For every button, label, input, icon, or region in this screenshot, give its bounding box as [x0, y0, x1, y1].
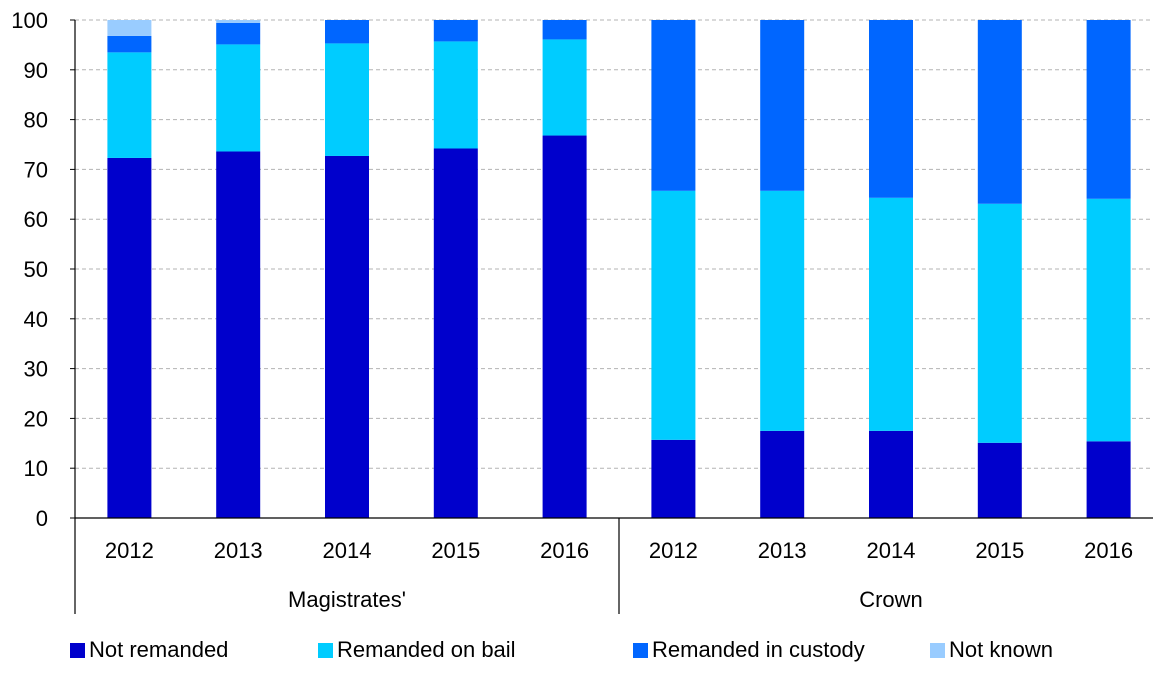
bar-segment-remanded-in-custody: [869, 20, 913, 198]
bar-segment-remanded-on-bail: [107, 52, 152, 158]
x-tick-label: 2013: [758, 538, 807, 563]
bar-segment-not-remanded: [760, 430, 805, 518]
labels: 0 10 20 30 40 50 60 70 80 90 100 2012 2013 2014 2015 20…: [11, 8, 1133, 612]
axes: [70, 19, 1153, 614]
legend-label: Remanded in custody: [652, 637, 865, 662]
x-tick-label: 2014: [323, 538, 372, 563]
y-tick-label: 90: [24, 58, 48, 83]
x-tick-label: 2012: [105, 538, 154, 563]
group-label: Crown: [859, 587, 923, 612]
bar-segment-not-remanded: [869, 430, 913, 518]
legend-swatch: [70, 643, 85, 658]
y-tick-label: 50: [24, 257, 48, 282]
bar-segment-not-remanded: [216, 151, 261, 519]
group-label: Magistrates': [288, 587, 406, 612]
y-tick-label: 100: [11, 8, 48, 33]
x-tick-label: 2016: [1084, 538, 1133, 563]
bar-segment-not-remanded: [542, 135, 587, 518]
y-tick-label: 30: [24, 357, 48, 382]
bar-segment-remanded-in-custody: [325, 20, 369, 44]
bar-segment-not-known: [216, 20, 261, 23]
legend-label: Not remanded: [89, 637, 228, 662]
gridlines: [75, 19, 1153, 469]
bar-segment-not-remanded: [325, 155, 369, 519]
y-tick-label: 0: [36, 506, 48, 531]
y-tick-label: 40: [24, 307, 48, 332]
x-tick-label: 2016: [540, 538, 589, 563]
bar-segment-not-remanded: [1086, 441, 1131, 518]
bar-segment-remanded-on-bail: [433, 41, 478, 149]
bar-segment-remanded-on-bail: [325, 43, 369, 156]
x-tick-label: 2012: [649, 538, 698, 563]
x-tick-label: 2013: [214, 538, 263, 563]
legend-swatch: [930, 643, 945, 658]
bar-segment-remanded-in-custody: [977, 20, 1022, 204]
bar-segment-remanded-in-custody: [542, 20, 587, 40]
bar-segment-remanded-in-custody: [651, 20, 696, 191]
y-tick-label: 70: [24, 157, 48, 182]
bar-segment-remanded-on-bail: [651, 190, 696, 440]
bar-segment-remanded-on-bail: [542, 39, 587, 136]
legend-label: Not known: [949, 637, 1053, 662]
bar-segment-not-remanded: [977, 442, 1022, 518]
x-tick-label: 2014: [867, 538, 916, 563]
bar-segment-remanded-on-bail: [1086, 198, 1131, 442]
y-tick-label: 10: [24, 456, 48, 481]
bar-segment-remanded-in-custody: [107, 35, 152, 53]
bar-segment-remanded-in-custody: [216, 22, 261, 45]
legend-label: Remanded on bail: [337, 637, 516, 662]
x-tick-label: 2015: [431, 538, 480, 563]
bar-segment-remanded-in-custody: [760, 20, 805, 191]
y-tick-label: 60: [24, 207, 48, 232]
x-tick-label: 2015: [975, 538, 1024, 563]
bar-segment-not-remanded: [651, 439, 696, 518]
bar-segment-remanded-on-bail: [977, 203, 1022, 443]
legend-swatch: [318, 643, 333, 658]
bar-segment-remanded-in-custody: [1086, 20, 1131, 199]
bar-segment-not-known: [107, 20, 152, 36]
bar-segment-not-remanded: [107, 157, 152, 519]
bars: [107, 20, 1131, 519]
y-tick-label: 80: [24, 108, 48, 133]
bar-segment-remanded-on-bail: [760, 190, 805, 431]
bar-segment-remanded-on-bail: [216, 44, 261, 152]
bar-segment-remanded-in-custody: [433, 20, 478, 42]
bar-segment-remanded-on-bail: [869, 197, 913, 431]
y-tick-label: 20: [24, 406, 48, 431]
bar-segment-not-remanded: [433, 148, 478, 518]
legend: Not remanded Remanded on bail Remanded in …: [70, 637, 1053, 662]
legend-swatch: [633, 643, 648, 658]
